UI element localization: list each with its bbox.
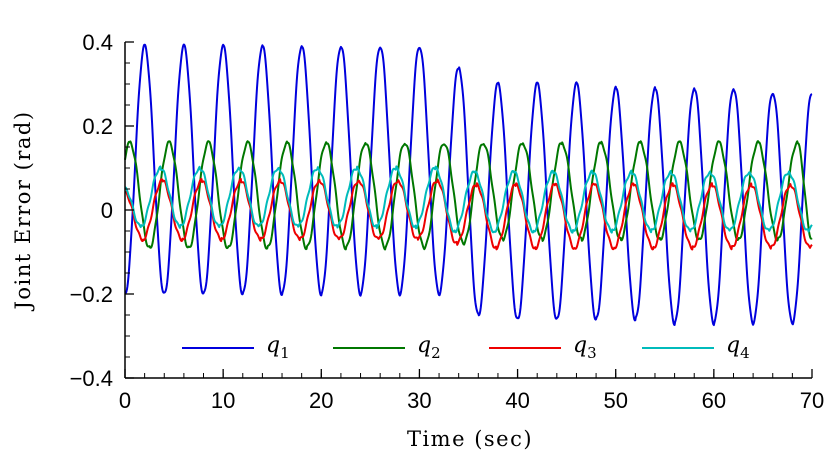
x-tick-label: 70: [800, 388, 824, 413]
y-tick-label: −0.2: [70, 282, 113, 307]
y-tick-label: 0.4: [82, 30, 113, 55]
series-layer: [124, 43, 813, 327]
y-tick-label: 0: [101, 198, 113, 223]
x-tick-label: 60: [702, 388, 726, 413]
x-tick-label: 40: [505, 388, 529, 413]
x-tick-label: 0: [119, 388, 131, 413]
x-tick-label: 10: [211, 388, 235, 413]
legend-label-q3: q3: [573, 333, 597, 362]
y-tick-label: 0.2: [82, 114, 113, 139]
axes-layer: −0.4 −0.2 0 0.2 0.4 0 10 20 30 40 50 60 70: [70, 30, 825, 413]
y-axis-title: Joint Error (rad): [11, 110, 35, 311]
x-axis-title: Time (sec): [407, 427, 533, 451]
x-tick-label: 20: [309, 388, 333, 413]
legend-label-q4: q4: [726, 333, 750, 362]
legend: q1 q2 q3 q4: [182, 333, 750, 362]
y-tick-label: −0.4: [70, 366, 113, 391]
legend-label-q1: q1: [266, 333, 290, 362]
series-line-q1: [124, 43, 813, 327]
x-tick-label: 50: [603, 388, 627, 413]
x-tick-label: 30: [407, 388, 431, 413]
series-line-q3: [124, 177, 813, 251]
series-line-q4: [124, 165, 813, 234]
legend-label-q2: q2: [417, 333, 441, 362]
